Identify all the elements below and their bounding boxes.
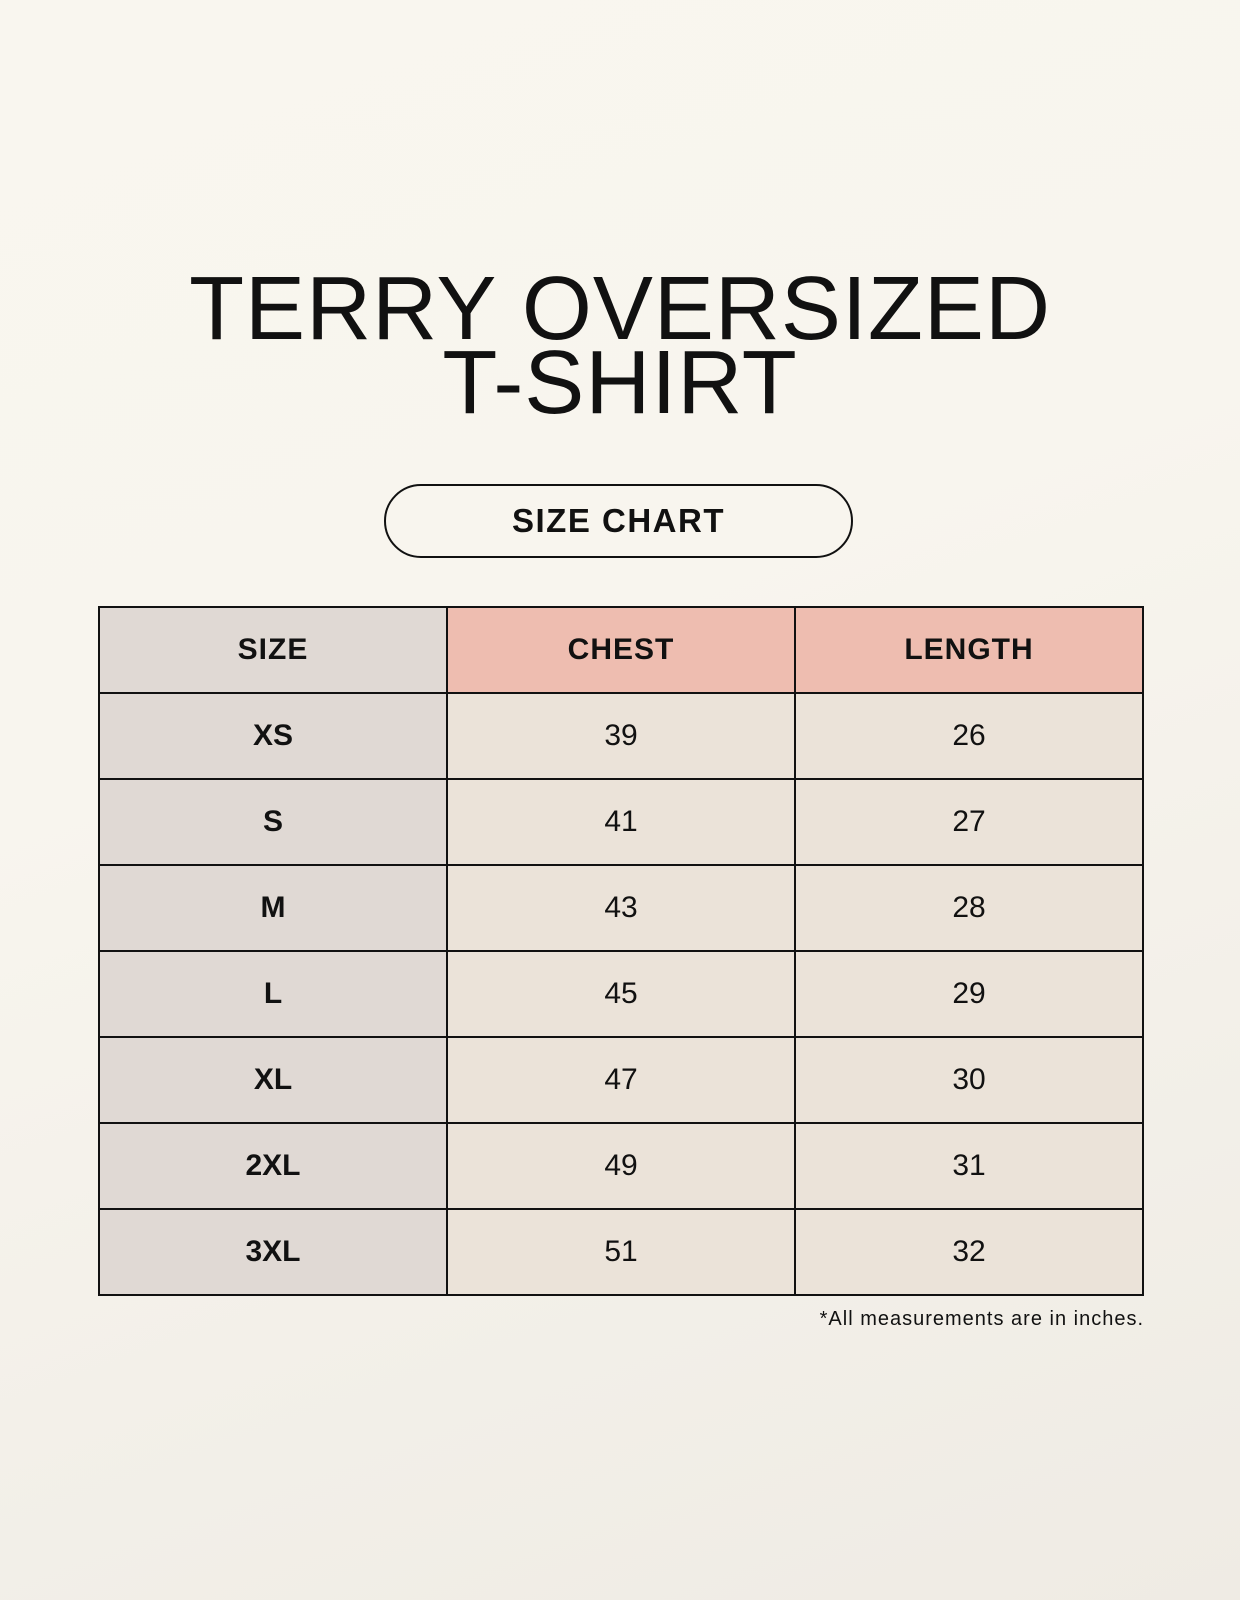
cell-length: 26 [794, 692, 1144, 780]
cell-chest: 43 [446, 864, 796, 952]
cell-chest: 51 [446, 1208, 796, 1296]
table-row: XL 47 30 [98, 1036, 1144, 1124]
cell-chest: 49 [446, 1122, 796, 1210]
cell-length: 28 [794, 864, 1144, 952]
cell-size: 3XL [98, 1208, 448, 1296]
table-row: M 43 28 [98, 864, 1144, 952]
cell-size: XS [98, 692, 448, 780]
title-line-1: TERRY OVERSIZED [189, 259, 1051, 359]
cell-chest: 41 [446, 778, 796, 866]
table-row: S 41 27 [98, 778, 1144, 866]
table-header-row: SIZE CHEST LENGTH [98, 606, 1144, 694]
cell-size: XL [98, 1036, 448, 1124]
cell-length: 32 [794, 1208, 1144, 1296]
cell-size: L [98, 950, 448, 1038]
cell-chest: 45 [446, 950, 796, 1038]
cell-length: 31 [794, 1122, 1144, 1210]
table-row: 3XL 51 32 [98, 1208, 1144, 1296]
cell-length: 30 [794, 1036, 1144, 1124]
size-chart-label: SIZE CHART [384, 484, 853, 558]
table-row: XS 39 26 [98, 692, 1144, 780]
table-row: L 45 29 [98, 950, 1144, 1038]
footnote: *All measurements are in inches. [819, 1308, 1144, 1330]
header-length: LENGTH [794, 606, 1144, 694]
page-title: TERRY OVERSIZED T-SHIRT [0, 259, 1240, 433]
cell-size: S [98, 778, 448, 866]
title-line-2: T-SHIRT [442, 333, 798, 433]
cell-length: 29 [794, 950, 1144, 1038]
header-chest: CHEST [446, 606, 796, 694]
cell-size: M [98, 864, 448, 952]
cell-length: 27 [794, 778, 1144, 866]
cell-size: 2XL [98, 1122, 448, 1210]
table-row: 2XL 49 31 [98, 1122, 1144, 1210]
size-table: SIZE CHEST LENGTH XS 39 26 S 41 27 M 43 28 L 45 29 X… [98, 606, 1144, 1296]
header-size: SIZE [98, 606, 448, 694]
cell-chest: 47 [446, 1036, 796, 1124]
cell-chest: 39 [446, 692, 796, 780]
